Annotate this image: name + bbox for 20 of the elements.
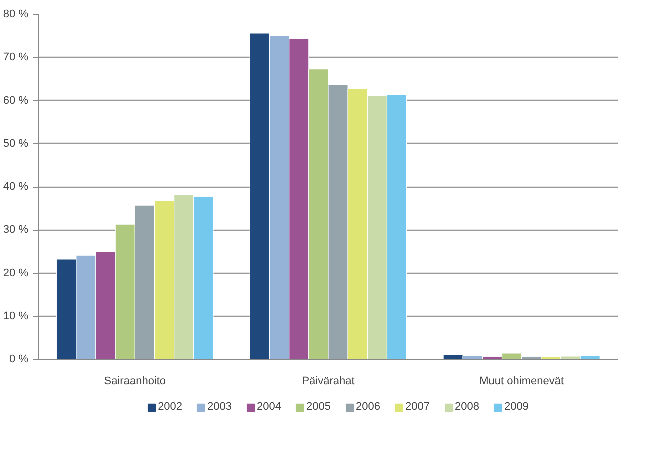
legend-label: 2003 [208, 401, 232, 413]
x-tick-label: Päivärahat [302, 376, 355, 388]
x-tick-label: Sairaanhoito [104, 376, 166, 388]
legend-label: 2008 [454, 401, 480, 413]
y-tick-label: 60 % [3, 94, 29, 107]
y-tick-label: 70 % [3, 52, 29, 64]
y-tick-label: 20 % [3, 267, 29, 280]
legend-label: 2009 [504, 401, 529, 413]
y-tick-label: 0 % [10, 354, 29, 366]
x-tick-label: Muut ohimenevät [480, 376, 564, 388]
y-tick-label: 40 % [3, 181, 29, 193]
y-tick-label: 10 % [3, 310, 29, 322]
legend-label: 2005 [306, 401, 331, 413]
y-tick-label: 30 % [3, 224, 29, 236]
y-tick-label: 80 % [3, 8, 29, 20]
legend-label: 2004 [257, 401, 282, 413]
legend-label: 2006 [356, 401, 380, 413]
legend-label: 2002 [158, 401, 183, 413]
legend-label: 2007 [405, 401, 430, 413]
y-tick-label: 50 % [3, 138, 29, 150]
